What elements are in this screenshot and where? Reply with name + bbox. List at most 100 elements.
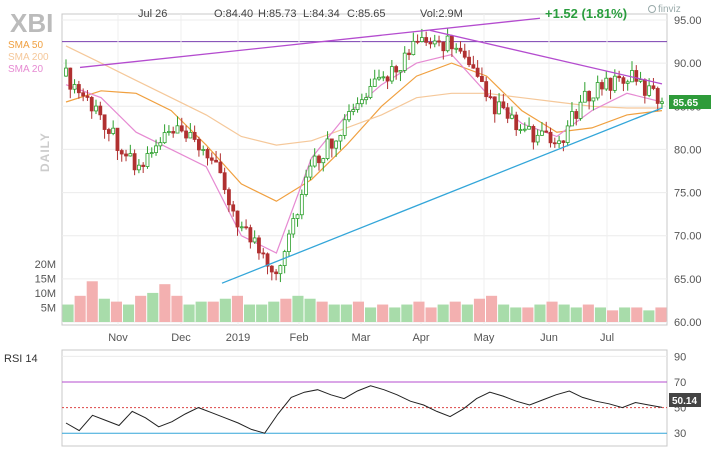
volume-bar xyxy=(292,295,304,322)
candle-body xyxy=(449,35,454,50)
candle-body xyxy=(492,96,497,115)
price-tick-label: 65.00 xyxy=(674,274,702,286)
date-tick-label: Mar xyxy=(352,332,371,344)
last-price-value: 85.65 xyxy=(673,98,698,109)
candle-body xyxy=(389,66,394,82)
volume-bar xyxy=(486,295,498,322)
candle-body xyxy=(578,101,583,119)
price-change: +1.52 (1.81%) xyxy=(545,6,627,21)
date-tick-label: Nov xyxy=(108,332,128,344)
candle-body xyxy=(64,67,68,77)
volume-bar xyxy=(195,301,207,322)
candle-body xyxy=(600,82,604,90)
candle-body xyxy=(308,165,313,178)
candle-body xyxy=(501,101,506,109)
candle-body xyxy=(484,81,489,98)
candle-body xyxy=(304,176,309,195)
volume-bar xyxy=(449,301,461,322)
candle-body xyxy=(124,153,128,157)
candle-body xyxy=(179,125,184,132)
candle-body xyxy=(222,172,227,191)
sma-line xyxy=(65,53,663,254)
quote-open: O:84.40 xyxy=(214,8,253,20)
rsi-grid xyxy=(62,355,667,434)
candle-body xyxy=(184,130,188,139)
candle-body xyxy=(295,214,300,219)
candle-body xyxy=(188,131,193,139)
candle-body xyxy=(462,50,467,58)
legend-sma50: SMA 50 xyxy=(8,40,43,51)
price-panel xyxy=(61,13,668,326)
candle-body xyxy=(647,85,652,96)
candle-body xyxy=(655,88,660,104)
volume-tick-label: 15M xyxy=(35,273,56,285)
candle-body xyxy=(299,194,304,216)
candle-body xyxy=(244,226,248,229)
candle-body xyxy=(205,149,210,159)
candle-body xyxy=(441,41,446,52)
candle-body xyxy=(209,157,214,161)
volume-bar xyxy=(558,304,570,322)
volume-bar xyxy=(534,304,546,322)
candle-body xyxy=(274,271,279,275)
candle-body xyxy=(231,204,236,212)
candle-body xyxy=(347,111,351,121)
candle-body xyxy=(325,138,330,159)
date-tick-label: Feb xyxy=(290,332,309,344)
quote-date: Jul 26 xyxy=(138,8,167,20)
volume-bar xyxy=(171,295,183,322)
price-tick-label: 80.00 xyxy=(674,144,702,156)
candle-body xyxy=(89,97,94,112)
volume-tick-label: 10M xyxy=(35,288,56,300)
brand-icon xyxy=(648,5,656,13)
candle-body xyxy=(141,164,146,167)
volume-bar xyxy=(437,304,449,322)
candle-body xyxy=(287,233,291,252)
brand-label: finviz xyxy=(658,4,681,15)
candle-body xyxy=(480,76,484,82)
candle-body xyxy=(269,265,274,273)
volume-bar xyxy=(110,301,122,322)
candle-body xyxy=(81,92,86,97)
candle-body xyxy=(377,76,381,80)
candle-body xyxy=(94,105,98,112)
candle-body xyxy=(642,79,647,96)
date-tick-label: Apr xyxy=(412,332,429,344)
volume-tick-label: 5M xyxy=(41,302,56,314)
candle-body xyxy=(359,99,364,105)
candle-body xyxy=(201,149,206,151)
rsi-polyline xyxy=(65,385,663,434)
candle-body xyxy=(415,40,420,43)
candle-body xyxy=(252,237,257,243)
candle-body xyxy=(338,135,343,142)
candle-body xyxy=(582,90,587,103)
candle-body xyxy=(321,158,326,164)
ticker-symbol: XBI xyxy=(10,8,53,38)
candle-body xyxy=(72,84,77,90)
candle-body xyxy=(634,70,639,82)
sma-line xyxy=(65,45,662,146)
volume-bar xyxy=(244,304,256,322)
candle-body xyxy=(621,77,626,84)
candle-body xyxy=(85,95,90,98)
date-tick-label: Jun xyxy=(540,332,558,344)
volume-bar xyxy=(570,307,582,322)
candle-body xyxy=(102,114,107,130)
candle-body xyxy=(111,127,116,134)
price-tick-label: 95.00 xyxy=(674,15,702,27)
volume-bar xyxy=(631,307,643,322)
candle-body xyxy=(167,131,171,133)
volume-bar xyxy=(365,307,377,322)
candle-body xyxy=(372,78,377,87)
price-grid xyxy=(62,14,667,325)
candle-body xyxy=(544,130,549,133)
candle-body xyxy=(334,140,339,149)
volume-bar xyxy=(147,292,159,322)
resistance-trendline xyxy=(429,29,663,85)
trendlines xyxy=(79,17,663,284)
volume-bar xyxy=(268,301,280,322)
volume-bar xyxy=(304,298,316,322)
candle-body xyxy=(402,52,407,71)
volume-bars xyxy=(62,281,667,322)
